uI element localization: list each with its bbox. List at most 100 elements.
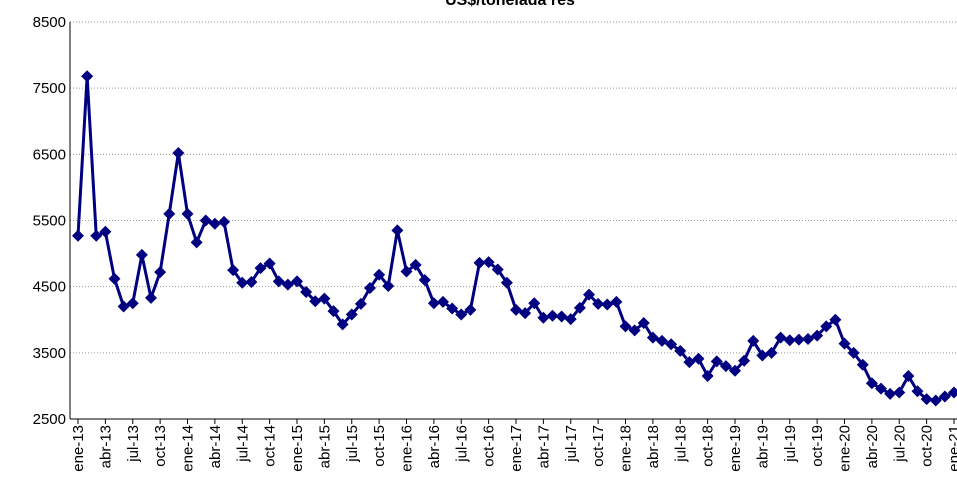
x-tick-label: jul-20: [891, 425, 908, 463]
marker: [510, 303, 522, 316]
marker: [190, 236, 203, 249]
marker: [765, 346, 778, 359]
marker: [245, 276, 258, 289]
x-tick-label: oct-14: [262, 425, 279, 467]
x-tick-label: oct-20: [919, 425, 936, 467]
x-tick-label: abr-15: [316, 425, 333, 468]
marker: [555, 310, 568, 323]
marker: [108, 272, 121, 285]
marker: [382, 280, 395, 293]
marker: [865, 377, 878, 390]
x-tick-label: ene-15: [289, 425, 306, 472]
marker: [628, 324, 641, 337]
marker: [272, 275, 285, 288]
x-tick-label: jul-15: [344, 425, 361, 463]
marker: [473, 256, 486, 269]
x-tick-label: ene-21: [946, 425, 957, 472]
marker: [464, 303, 477, 316]
marker: [455, 308, 468, 321]
marker: [491, 263, 504, 276]
y-tick-label: 4500: [33, 279, 66, 296]
marker: [619, 320, 632, 333]
marker: [437, 295, 449, 308]
x-tick-label: ene-14: [180, 425, 197, 472]
marker: [446, 302, 459, 315]
marker: [418, 274, 431, 287]
marker: [81, 70, 94, 83]
marker: [135, 248, 148, 261]
marker: [948, 386, 957, 399]
marker: [701, 369, 714, 382]
x-tick-label: ene-19: [727, 425, 744, 472]
marker: [400, 265, 413, 278]
marker: [820, 320, 833, 333]
marker: [911, 385, 924, 398]
y-tick-label: 3500: [33, 345, 66, 362]
marker: [938, 390, 951, 403]
x-tick-label: abr-13: [97, 425, 114, 468]
x-tick-label: ene-17: [508, 425, 525, 472]
marker: [802, 332, 814, 345]
x-tick-label: oct-17: [590, 425, 607, 467]
marker: [354, 297, 367, 310]
marker: [637, 317, 650, 330]
marker: [208, 217, 221, 230]
marker: [564, 313, 577, 326]
x-tick-label: jul-17: [563, 425, 580, 463]
marker: [163, 207, 176, 220]
marker: [199, 214, 212, 227]
marker: [920, 393, 933, 406]
y-tick-label: 6500: [33, 146, 66, 163]
marker: [528, 297, 541, 310]
x-tick-label: ene-20: [837, 425, 854, 472]
marker: [391, 224, 404, 237]
x-tick-label: ene-13: [70, 425, 87, 472]
x-tick-label: oct-18: [700, 425, 717, 467]
marker: [756, 349, 769, 362]
marker: [656, 334, 668, 347]
marker: [893, 386, 906, 399]
chart-title: US$/tonelada res: [445, 0, 575, 9]
x-tick-label: ene-16: [399, 425, 416, 472]
marker: [546, 309, 559, 322]
marker: [99, 225, 112, 238]
y-tick-label: 2500: [33, 411, 66, 428]
marker: [811, 329, 824, 342]
marker: [646, 331, 659, 344]
marker: [500, 276, 513, 289]
marker: [90, 229, 103, 242]
marker: [236, 276, 249, 289]
x-tick-label: abr-17: [535, 425, 552, 468]
marker: [601, 298, 614, 311]
marker: [327, 305, 340, 318]
marker: [218, 215, 230, 228]
marker: [856, 358, 869, 371]
marker: [519, 307, 532, 320]
line: [76, 76, 955, 403]
marker: [783, 334, 796, 347]
marker: [592, 297, 605, 310]
marker: [875, 382, 887, 395]
marker: [126, 297, 139, 310]
marker: [610, 295, 623, 308]
y-tick-label: 8500: [33, 14, 66, 31]
marker: [829, 313, 842, 326]
marker: [427, 297, 440, 310]
marker: [929, 394, 942, 407]
marker: [181, 207, 194, 220]
marker: [300, 285, 313, 298]
marker: [537, 311, 550, 324]
marker: [318, 292, 331, 305]
x-tick-label: abr-18: [645, 425, 662, 468]
marker: [373, 268, 386, 281]
x-tick-label: abr-19: [754, 425, 771, 468]
marker: [729, 364, 741, 377]
marker: [281, 278, 294, 291]
marker: [227, 264, 240, 277]
marker: [72, 229, 84, 242]
marker: [838, 337, 851, 350]
marker: [154, 266, 167, 279]
marker: [847, 346, 860, 359]
x-tick-label: jul-16: [453, 425, 470, 463]
